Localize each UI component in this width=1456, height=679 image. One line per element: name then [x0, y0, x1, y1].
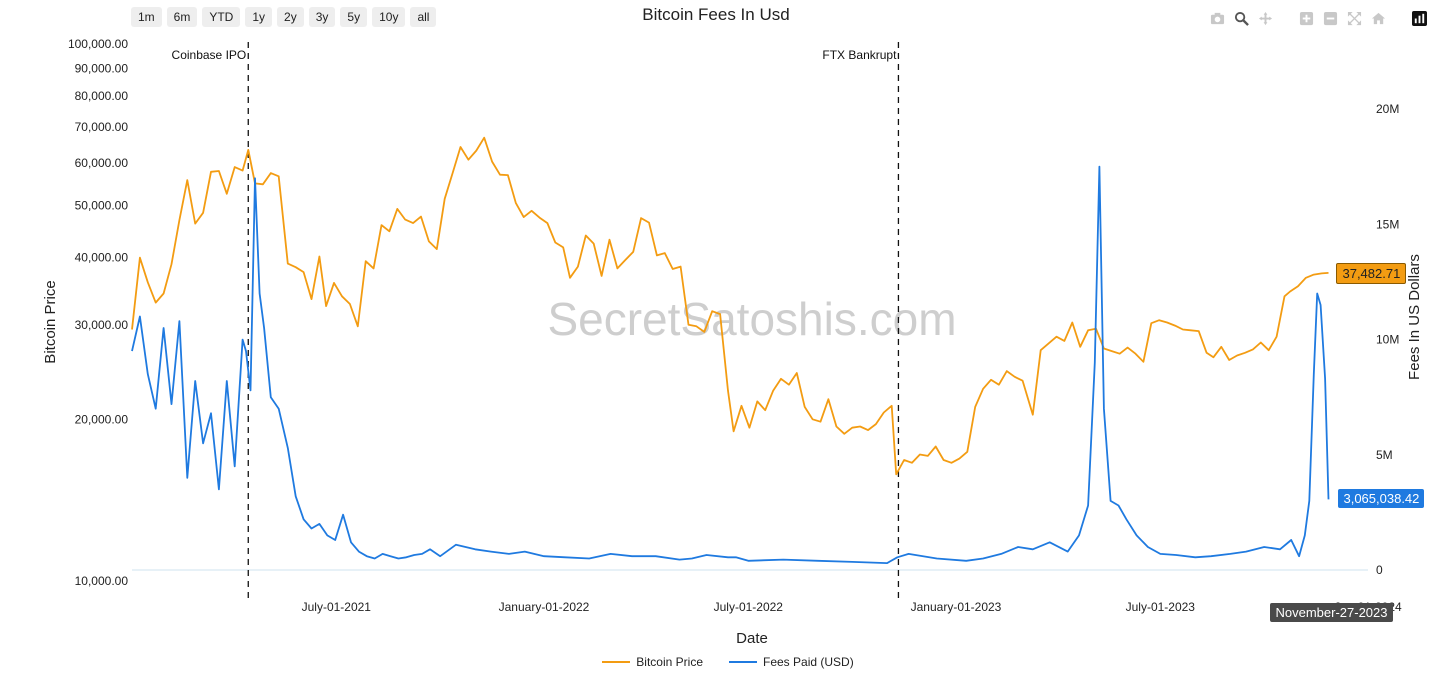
y-tick-label: 90,000.00: [75, 62, 129, 76]
y-tick-label: 80,000.00: [75, 89, 129, 103]
legend-item-price[interactable]: Bitcoin Price: [602, 655, 703, 669]
y-tick-label: 50,000.00: [75, 199, 129, 213]
autoscale-icon[interactable]: [1346, 10, 1363, 27]
event-label: Coinbase IPO: [172, 48, 247, 62]
reset-axes-icon[interactable]: [1370, 10, 1387, 27]
fee-hover-label: 3,065,038.42: [1338, 489, 1425, 509]
range-button-5y[interactable]: 5y: [340, 7, 368, 27]
legend-swatch-price: [602, 661, 631, 663]
fees-line: [131, 165, 1330, 564]
y-tick-label: 30,000.00: [75, 318, 129, 332]
date-hover-label: November-27-2023: [1270, 603, 1393, 622]
event-label: FTX Bankrupt: [822, 48, 897, 62]
legend-item-fees[interactable]: Fees Paid (USD): [729, 655, 854, 669]
x-tick-label: July-01-2022: [714, 600, 784, 614]
y2-tick-label: 5M: [1376, 448, 1393, 462]
y-axis-label: Bitcoin Price: [42, 280, 59, 363]
range-button-10y[interactable]: 10y: [372, 7, 406, 27]
x-tick-label: July-01-2021: [302, 600, 372, 614]
pan-icon[interactable]: [1257, 10, 1274, 27]
range-button-2y[interactable]: 2y: [277, 7, 304, 27]
y-tick-label: 20,000.00: [75, 412, 129, 426]
price-line: [131, 136, 1329, 476]
chart-title: Bitcoin Fees In Usd: [642, 5, 789, 24]
range-button-ytd[interactable]: YTD: [202, 7, 241, 27]
y2-tick-label: 10M: [1376, 333, 1399, 347]
legend: Bitcoin Price Fees Paid (USD): [0, 655, 1456, 669]
range-button-1m[interactable]: 1m: [131, 7, 162, 27]
price-hover-label: 37,482.71: [1336, 262, 1407, 284]
camera-icon[interactable]: [1209, 10, 1226, 27]
range-button-1y[interactable]: 1y: [245, 7, 273, 27]
y2-tick-label: 20M: [1376, 102, 1399, 116]
y-tick-label: 100,000.00: [68, 37, 128, 51]
x-tick-label: January-01-2023: [911, 600, 1002, 614]
x-tick-label: January-01-2022: [499, 600, 590, 614]
legend-swatch-fees: [729, 661, 757, 663]
watermark: SecretSatoshis.com: [547, 293, 956, 345]
range-button-3y[interactable]: 3y: [308, 7, 336, 27]
y2-tick-label: 15M: [1376, 217, 1399, 231]
chart: SecretSatoshis.com Coinbase IPO FTX Bankr…: [42, 5, 1423, 647]
legend-label-fees: Fees Paid (USD): [763, 655, 854, 669]
range-selector: 1m 6m YTD 1y 2y 3y 5y 10y all: [131, 7, 437, 27]
plotly-logo-icon[interactable]: [1411, 10, 1428, 27]
y2-axis-label: Fees In US Dollars: [1406, 254, 1423, 380]
zoom-out-icon[interactable]: [1322, 10, 1339, 27]
modebar: [1209, 10, 1428, 27]
zoom-icon[interactable]: [1233, 10, 1250, 27]
y-tick-label: 40,000.00: [75, 251, 129, 265]
range-button-6m[interactable]: 6m: [166, 7, 198, 27]
x-tick-label: July-01-2023: [1126, 600, 1196, 614]
zoom-in-icon[interactable]: [1298, 10, 1315, 27]
y-tick-label: 70,000.00: [75, 120, 129, 134]
y-tick-label: 60,000.00: [75, 156, 129, 170]
legend-label-price: Bitcoin Price: [636, 655, 703, 669]
y-tick-label: 10,000.00: [75, 574, 129, 588]
range-button-all[interactable]: all: [410, 7, 437, 27]
x-axis-label: Date: [736, 630, 768, 647]
y2-tick-label: 0: [1376, 563, 1383, 577]
